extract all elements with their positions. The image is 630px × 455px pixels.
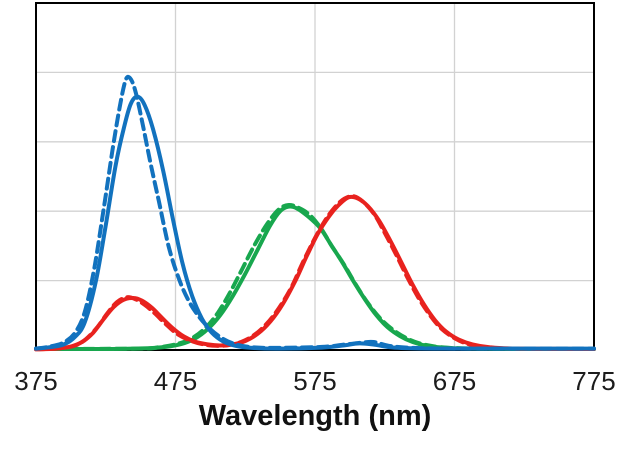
x-tick-label: 375 (14, 366, 58, 396)
axis-box (35, 2, 595, 351)
x-tick-label: 675 (432, 366, 477, 396)
series-blue-dashed (34, 74, 596, 351)
series-green-dashed (34, 202, 596, 352)
series-blue-solid (34, 94, 596, 351)
x-axis-title: Wavelength (nm) (198, 400, 432, 432)
x-tick-label: 575 (293, 366, 337, 396)
x-tick-label: 475 (153, 366, 198, 396)
series-red-dashed (34, 194, 596, 352)
x-tick-label: 775 (572, 366, 616, 396)
